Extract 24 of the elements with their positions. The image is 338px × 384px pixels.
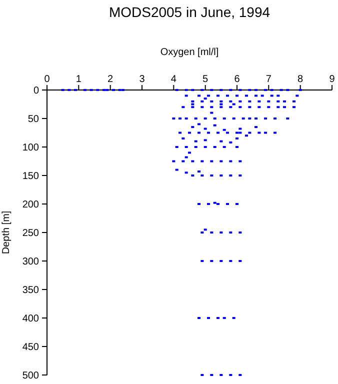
y-tick-label: 350 bbox=[22, 285, 40, 296]
y-tick-label: 400 bbox=[22, 314, 40, 324]
x-tick-label: 7 bbox=[266, 74, 272, 85]
y-tick-label: 500 bbox=[22, 370, 40, 382]
x-tick-label: 2 bbox=[108, 74, 114, 85]
x-tick-label: 4 bbox=[170, 74, 177, 85]
x-tick-label: 9 bbox=[329, 74, 336, 85]
x-axis-title: Oxygen [ml/l] bbox=[160, 47, 219, 58]
y-tick-label: 450 bbox=[22, 342, 40, 353]
chart-title: MODS2005 in June, 1994 bbox=[108, 4, 270, 20]
x-tick-label: 3 bbox=[139, 74, 146, 85]
y-tick-label: 250 bbox=[22, 228, 40, 239]
x-tick-label: 1 bbox=[76, 74, 82, 85]
y-axis-title: Depth [m] bbox=[1, 210, 12, 254]
x-tick-label: 8 bbox=[298, 74, 304, 85]
x-tick-label: 0 bbox=[44, 74, 50, 85]
y-tick-label: 0 bbox=[33, 86, 40, 96]
y-tick-label: 100 bbox=[22, 142, 40, 154]
x-tick-label: 6 bbox=[234, 74, 240, 85]
x-tick-label: 5 bbox=[202, 74, 209, 85]
y-tick-label: 150 bbox=[22, 171, 40, 182]
y-tick-label: 200 bbox=[22, 200, 40, 210]
y-tick-label: 50 bbox=[28, 114, 40, 125]
y-tick-label: 300 bbox=[22, 256, 40, 268]
